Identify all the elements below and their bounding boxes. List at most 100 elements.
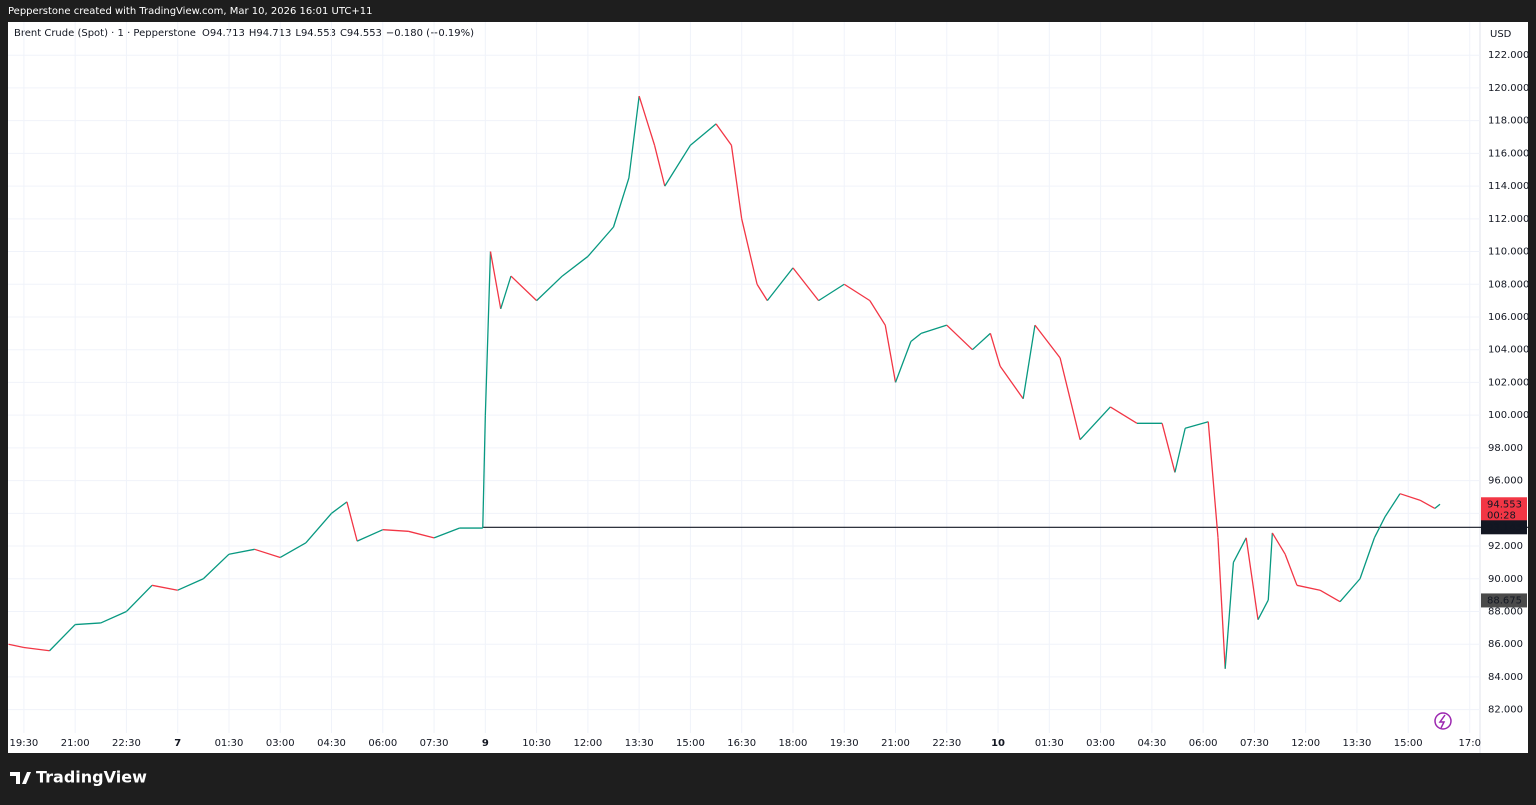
price-segment: [331, 501, 348, 514]
y-tick-label: 96.000: [1488, 476, 1523, 487]
price-segment: [382, 529, 409, 532]
price-segment: [1419, 499, 1436, 509]
price-segment: [1257, 599, 1269, 620]
price-segment: [884, 325, 897, 383]
price-segment: [536, 275, 563, 302]
change: −0.180 (−0.19%): [386, 28, 474, 39]
y-tick-label: 88.000: [1488, 606, 1523, 617]
y-tick-label: 102.000: [1488, 377, 1529, 388]
price-segment: [1434, 503, 1441, 509]
price-segment: [1284, 553, 1298, 586]
marker-price-label: 88.675: [1487, 595, 1522, 606]
x-tick-label: 04:30: [317, 738, 346, 749]
y-tick-label: 106.000: [1488, 312, 1529, 323]
y-tick-label: 86.000: [1488, 639, 1523, 650]
price-segment: [730, 145, 743, 219]
price-segment: [489, 251, 502, 309]
price-segment: [1399, 493, 1421, 501]
y-tick-label: 118.000: [1488, 116, 1529, 127]
alert-icon[interactable]: [1434, 712, 1452, 730]
x-tick-label: 21:00: [881, 738, 910, 749]
price-segment: [305, 512, 333, 544]
symbol: Brent Crude (Spot) · 1 · Pepperstone: [14, 28, 196, 39]
countdown: 00:28: [1487, 510, 1516, 521]
x-tick-label: 12:00: [1291, 738, 1320, 749]
price-segment: [1059, 357, 1081, 440]
plot: 82.00084.00086.00088.00090.00092.00094.0…: [8, 22, 1529, 749]
x-tick-label: 18:00: [779, 738, 808, 749]
price-segment: [1022, 325, 1036, 399]
price-segment: [910, 332, 922, 343]
price-segment: [254, 548, 281, 559]
price-segment: [100, 610, 127, 624]
x-tick-label: 06:00: [368, 738, 397, 749]
price-segment: [1161, 423, 1176, 473]
x-tick-label: 07:30: [420, 738, 449, 749]
price-segment: [612, 177, 630, 228]
ohlc-key: O: [202, 28, 210, 39]
price-segment: [433, 527, 460, 539]
price-segment: [971, 332, 991, 351]
price-segment: [653, 145, 666, 187]
y-tick-label: 98.000: [1488, 443, 1523, 454]
price-segment: [1232, 537, 1247, 563]
price-segment: [484, 251, 492, 416]
price-segment: [228, 548, 255, 555]
price-segment: [279, 542, 307, 559]
ohlc-key: L: [295, 28, 301, 39]
last-price-label: 94.553: [1487, 499, 1522, 510]
price-segment: [920, 324, 947, 334]
marker-price-box: [1481, 593, 1527, 608]
price-segment: [894, 341, 912, 383]
price-segment: [1174, 428, 1186, 473]
price-segment: [1207, 421, 1219, 538]
price-segment: [1373, 516, 1386, 539]
logo-icon: [10, 772, 31, 784]
ohlc-key: C: [340, 28, 347, 39]
logo-text: TradingView: [36, 768, 147, 787]
x-tick-label: 9: [482, 738, 489, 749]
price-segment: [1319, 589, 1341, 603]
x-tick-label: 03:00: [266, 738, 295, 749]
price-segment: [356, 529, 384, 542]
price-segment: [999, 365, 1024, 400]
currency-label: USD: [1490, 29, 1512, 40]
y-tick-label: 104.000: [1488, 345, 1529, 356]
price-segment: [989, 333, 1001, 367]
chart-pane: [8, 22, 1528, 753]
price-segment: [946, 324, 973, 351]
y-tick-label: 84.000: [1488, 672, 1523, 683]
price-segment: [766, 267, 794, 302]
x-tick-label: 22:30: [932, 738, 961, 749]
price-segment: [482, 415, 486, 529]
x-tick-label: 01:30: [215, 738, 244, 749]
price-segment: [23, 646, 50, 652]
ohlc-key: H: [249, 28, 257, 39]
ohlc-value: 94.713: [256, 28, 291, 39]
price-segment: [741, 218, 758, 285]
price-segment: [1359, 537, 1375, 579]
price-segment: [690, 123, 717, 146]
header-text: Pepperstone created with TradingView.com…: [8, 6, 372, 17]
last-price-box: [1481, 497, 1527, 524]
price-segment: [869, 300, 886, 326]
y-tick-label: 100.000: [1488, 410, 1529, 421]
ref-price-label: 93.145: [1487, 522, 1522, 533]
x-tick-label: 03:00: [1086, 738, 1115, 749]
price-segment: [756, 283, 768, 301]
x-tick-label: 10: [991, 738, 1005, 749]
price-segment: [1267, 532, 1273, 601]
price-segment: [1034, 324, 1061, 359]
x-tick-label: 16:30: [727, 738, 756, 749]
x-tick-label: 10:30: [522, 738, 551, 749]
price-segment: [1245, 537, 1259, 620]
x-tick-label: 19:30: [9, 738, 38, 749]
x-tick-label: 15:00: [1394, 738, 1423, 749]
x-tick-label: 19:30: [830, 738, 859, 749]
price-segment: [510, 275, 538, 302]
logo: TradingView: [10, 768, 147, 787]
price-segment: [715, 123, 732, 146]
price-segment: [1185, 421, 1209, 429]
price-segment: [843, 283, 871, 302]
